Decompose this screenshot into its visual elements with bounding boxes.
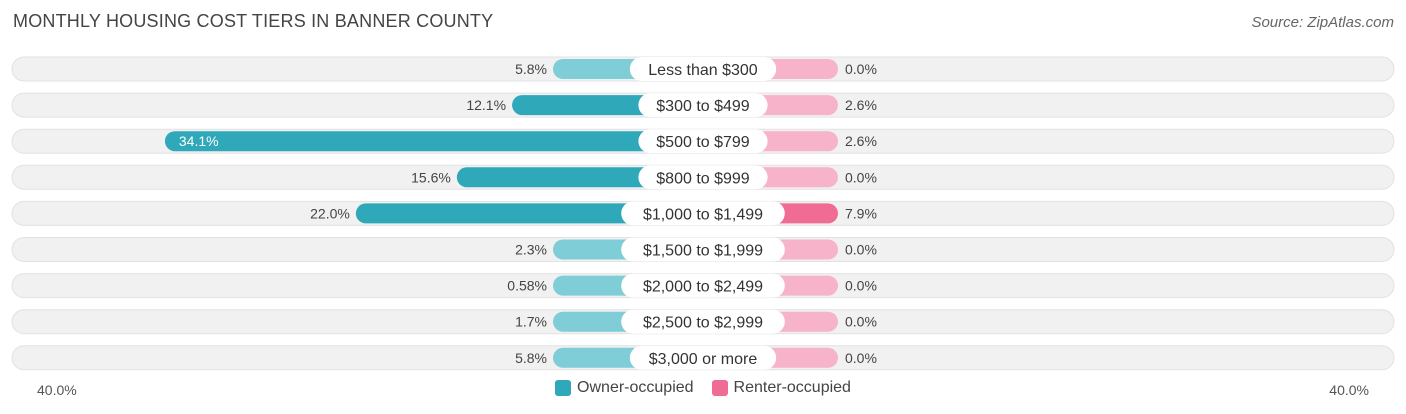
- renter-value-label: 7.9%: [845, 205, 877, 221]
- owner-value-label: 2.3%: [515, 242, 547, 258]
- category-pill: [621, 309, 785, 334]
- legend: Owner-occupied Renter-occupied: [0, 379, 1406, 397]
- category-label: $800 to $999: [656, 170, 750, 187]
- axis-label-right: 40.0%: [1329, 382, 1369, 398]
- category-pill: [621, 273, 785, 298]
- owner-value-label: 15.6%: [411, 169, 451, 185]
- category-label: Less than $300: [648, 62, 758, 79]
- axis-label-left: 40.0%: [37, 382, 77, 398]
- owner-value-label: 0.58%: [507, 278, 547, 294]
- category-pill: [638, 165, 768, 190]
- category-pill: [629, 345, 777, 370]
- owner-value-label: 5.8%: [515, 61, 547, 77]
- owner-value-label: 1.7%: [515, 314, 547, 330]
- legend-item-renter[interactable]: Renter-occupied: [711, 379, 851, 397]
- renter-value-label: 2.6%: [845, 133, 877, 149]
- category-label: $1,500 to $1,999: [643, 243, 763, 260]
- category-label: $3,000 or more: [649, 351, 758, 368]
- owner-value-label: 34.1%: [179, 133, 219, 149]
- owner-value-label: 5.8%: [515, 350, 547, 366]
- renter-value-label: 0.0%: [845, 314, 877, 330]
- legend-label-owner: Owner-occupied: [577, 379, 694, 396]
- category-label: $2,000 to $2,499: [643, 279, 763, 296]
- legend-label-renter: Renter-occupied: [733, 379, 851, 396]
- renter-value-label: 0.0%: [845, 169, 877, 185]
- category-label: $2,500 to $2,999: [643, 315, 763, 332]
- category-label: $500 to $799: [656, 134, 750, 151]
- owner-value-label: 22.0%: [310, 205, 350, 221]
- renter-value-label: 2.6%: [845, 97, 877, 113]
- owner-value-label: 12.1%: [466, 97, 506, 113]
- renter-value-label: 0.0%: [845, 278, 877, 294]
- category-label: $1,000 to $1,499: [643, 206, 763, 223]
- renter-value-label: 0.0%: [845, 350, 877, 366]
- legend-item-owner[interactable]: Owner-occupied: [555, 379, 694, 397]
- legend-swatch-owner: [555, 380, 572, 396]
- owner-bar: [164, 131, 704, 152]
- legend-swatch-renter: [711, 380, 728, 396]
- chart-title: MONTHLY HOUSING COST TIERS IN BANNER COU…: [13, 11, 494, 31]
- category-pill: [621, 201, 785, 226]
- category-pill: [629, 57, 777, 81]
- category-pill: [638, 93, 768, 118]
- owner-bar: [355, 203, 703, 224]
- category-pill: [638, 129, 768, 154]
- renter-value-label: 0.0%: [845, 242, 877, 258]
- renter-value-label: 0.0%: [845, 61, 877, 77]
- category-pill: [621, 237, 785, 262]
- source-note: Source: ZipAtlas.com: [1251, 14, 1394, 31]
- category-label: $300 to $499: [656, 98, 750, 115]
